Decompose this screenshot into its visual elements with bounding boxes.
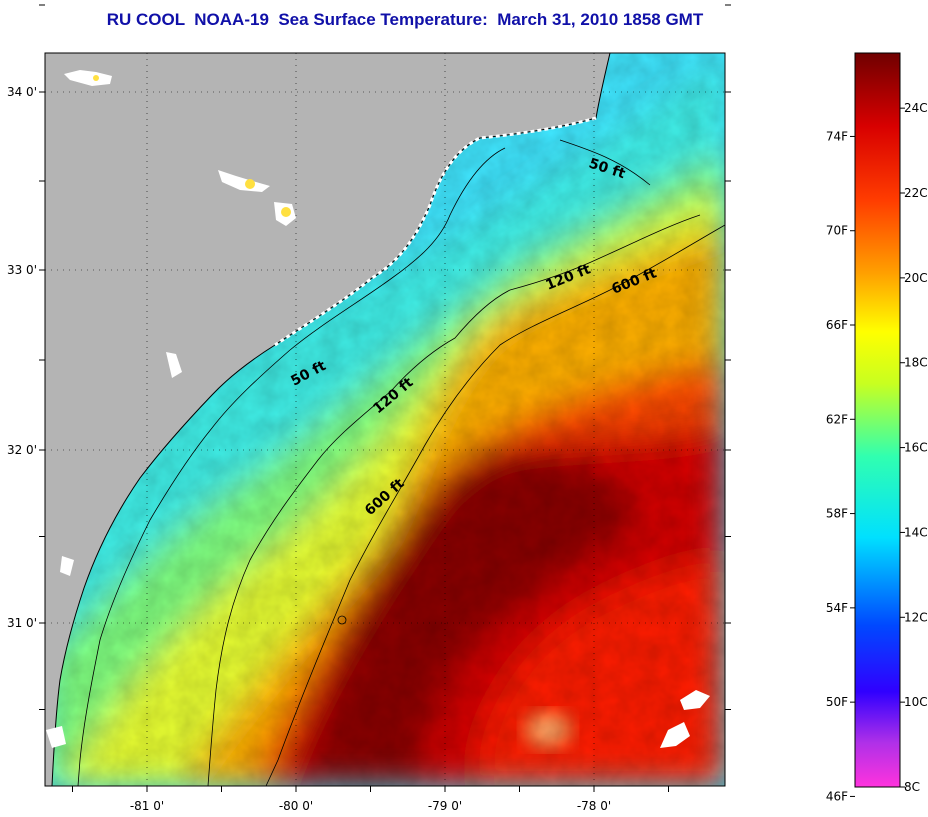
lat-tick-label: 32 0' (7, 443, 37, 457)
depth-contours (77, 139, 725, 786)
contour-600ft (265, 224, 725, 786)
lat-tick-label: 33 0' (7, 263, 37, 277)
lon-tick-label: -81 0' (130, 799, 164, 813)
map-frame (44, 52, 726, 787)
contour-50ft (77, 139, 651, 786)
map-axes: 34 0' 33 0' 32 0' 31 0' -81 0' -80 0' -79 0' -7… (7, 4, 731, 813)
lat-lon-grid (45, 53, 725, 786)
cloud-patches (46, 70, 710, 748)
lon-tick-label: -79 0' (428, 799, 462, 813)
lat-tick-label: 31 0' (7, 616, 37, 630)
land-mass (45, 53, 610, 786)
map-field (45, 53, 725, 786)
map-title: RU COOL NOAA-19 Sea Surface Temperature:… (106, 10, 704, 29)
lat-tick-label: 34 0' (7, 85, 37, 99)
lon-tick-label: -78 0' (577, 799, 611, 813)
lon-tick-label: -80 0' (279, 799, 313, 813)
contour-120ft (207, 214, 701, 786)
